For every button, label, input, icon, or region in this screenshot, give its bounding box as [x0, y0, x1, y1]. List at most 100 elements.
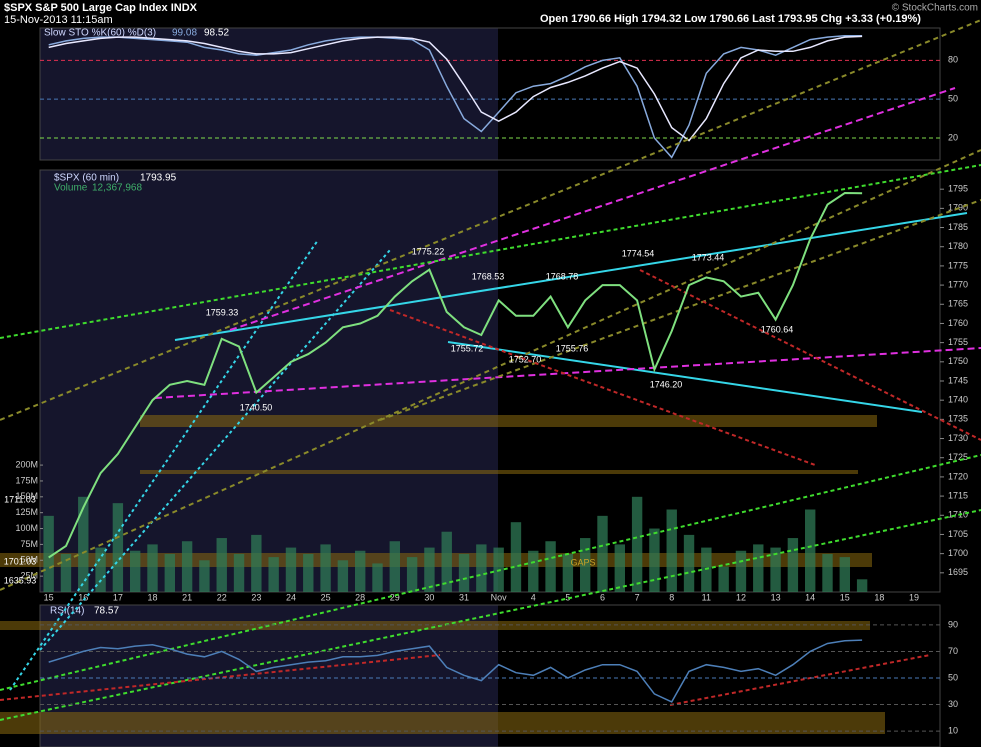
annotation: 1755.72 — [451, 343, 484, 353]
x-tick-label: 15 — [840, 592, 850, 602]
volume-bar — [181, 541, 193, 592]
annotation: 1775.22 — [412, 246, 445, 256]
series-line — [48, 35, 863, 142]
y-tick-label: 1765 — [948, 299, 968, 309]
y-tick-label: 1760 — [948, 318, 968, 328]
chart-date: 15-Nov-2013 11:15am — [4, 14, 113, 26]
legend-value: 1793.95 — [140, 173, 177, 184]
annotation: 1768.53 — [472, 271, 505, 281]
annotation: 1759.33 — [206, 307, 239, 317]
trendline — [0, 19, 981, 421]
annotation: 1768.78 — [546, 271, 579, 281]
y-tick-label: 30 — [948, 699, 958, 709]
x-tick-label: 24 — [286, 592, 296, 602]
y2-tick-label: 25M — [20, 571, 38, 581]
y-tick-label: 10 — [948, 725, 958, 735]
trendline — [639, 269, 981, 441]
annotation: 1755.76 — [556, 343, 589, 353]
x-tick-label: 14 — [805, 592, 815, 602]
volume-bar — [337, 560, 349, 592]
x-tick-label: 30 — [424, 592, 434, 602]
panel-frame — [39, 604, 941, 747]
y-tick-label: 1705 — [948, 529, 968, 539]
legend-value: 12,367,968 — [92, 183, 142, 194]
volume-bar — [458, 553, 470, 592]
x-tick-label: 8 — [669, 592, 674, 602]
y-tick-label: 1720 — [948, 471, 968, 481]
copyright: © StockCharts.com — [892, 3, 978, 14]
annotation: 1746.20 — [650, 379, 683, 389]
y2-tick-label: 125M — [15, 507, 38, 517]
x-tick-label: 13 — [771, 592, 781, 602]
volume-bar — [320, 544, 331, 592]
y-tick-label: 50 — [948, 94, 958, 104]
x-tick-label: 4 — [531, 592, 536, 602]
annotation: 1760.64 — [761, 324, 794, 334]
y-tick-label: 1770 — [948, 279, 968, 289]
y-tick-label: 1725 — [948, 452, 968, 462]
trendline — [0, 454, 981, 691]
y2-tick-label: 200M — [15, 459, 38, 469]
gap-band — [140, 415, 877, 427]
annotation: 1701.03 — [4, 556, 37, 566]
volume-bar — [406, 557, 418, 592]
y-tick-label: 90 — [948, 619, 958, 629]
volume-bar — [251, 534, 262, 592]
series-line — [48, 34, 863, 159]
volume-bar — [787, 538, 799, 592]
y-tick-label: 1795 — [948, 184, 968, 194]
annotation: 1711.03 — [4, 494, 36, 504]
volume-bar — [735, 550, 747, 592]
volume-bar — [718, 566, 729, 592]
annotation: 1635.93 — [4, 575, 37, 585]
gap-band — [0, 712, 885, 734]
x-tick-label: 12 — [736, 592, 746, 602]
legend-value: 98.52 — [204, 28, 229, 39]
volume-bar — [112, 503, 124, 592]
volume-bar — [216, 538, 227, 592]
legend-value: 99.08 — [172, 28, 197, 39]
volume-bar — [822, 553, 833, 592]
volume-bar — [666, 509, 677, 592]
x-tick-label: 15 — [44, 592, 54, 602]
x-tick-label: 16 — [78, 592, 88, 602]
trendline — [229, 87, 956, 331]
trendline — [174, 212, 968, 341]
x-tick-label: 19 — [909, 592, 919, 602]
volume-bar — [510, 522, 522, 592]
y-tick-label: 1695 — [948, 567, 968, 577]
volume-bar — [95, 547, 106, 592]
volume-bar — [597, 515, 608, 592]
chart-title: $SPX S&P 500 Large Cap Index INDX — [4, 2, 198, 14]
annotation: 1773.44 — [692, 252, 725, 262]
x-tick-label: 17 — [113, 592, 123, 602]
trendline — [0, 164, 981, 339]
x-tick-label: 5 — [565, 592, 570, 602]
volume-bar — [78, 496, 89, 592]
series-line — [48, 191, 863, 559]
y2-tick-label: 100M — [15, 523, 38, 533]
volume-bar — [441, 531, 452, 592]
x-tick-label: 23 — [251, 592, 261, 602]
trendline — [0, 509, 981, 721]
annotation: 1774.54 — [622, 248, 655, 258]
legend-title: Volume — [54, 183, 88, 194]
volume-bar — [424, 547, 435, 592]
volume-bar — [649, 528, 660, 592]
y-tick-label: 1730 — [948, 433, 968, 443]
y2-tick-label: 150M — [15, 491, 38, 501]
y-tick-label: 1740 — [948, 395, 968, 405]
trendline — [0, 654, 441, 701]
volume-bar — [60, 553, 72, 592]
x-tick-label: 29 — [390, 592, 400, 602]
y-tick-label: 20 — [948, 132, 958, 142]
volume-bar — [372, 563, 383, 592]
trendline — [154, 347, 981, 399]
x-tick-label: 31 — [459, 592, 469, 602]
legend-title: RSI(14) — [50, 606, 84, 617]
trendline — [379, 199, 981, 421]
y-tick-label: 1775 — [948, 260, 968, 270]
y-tick-label: 1780 — [948, 241, 968, 251]
volume-bar — [683, 534, 695, 592]
annotation: 1752.70 — [509, 354, 542, 364]
